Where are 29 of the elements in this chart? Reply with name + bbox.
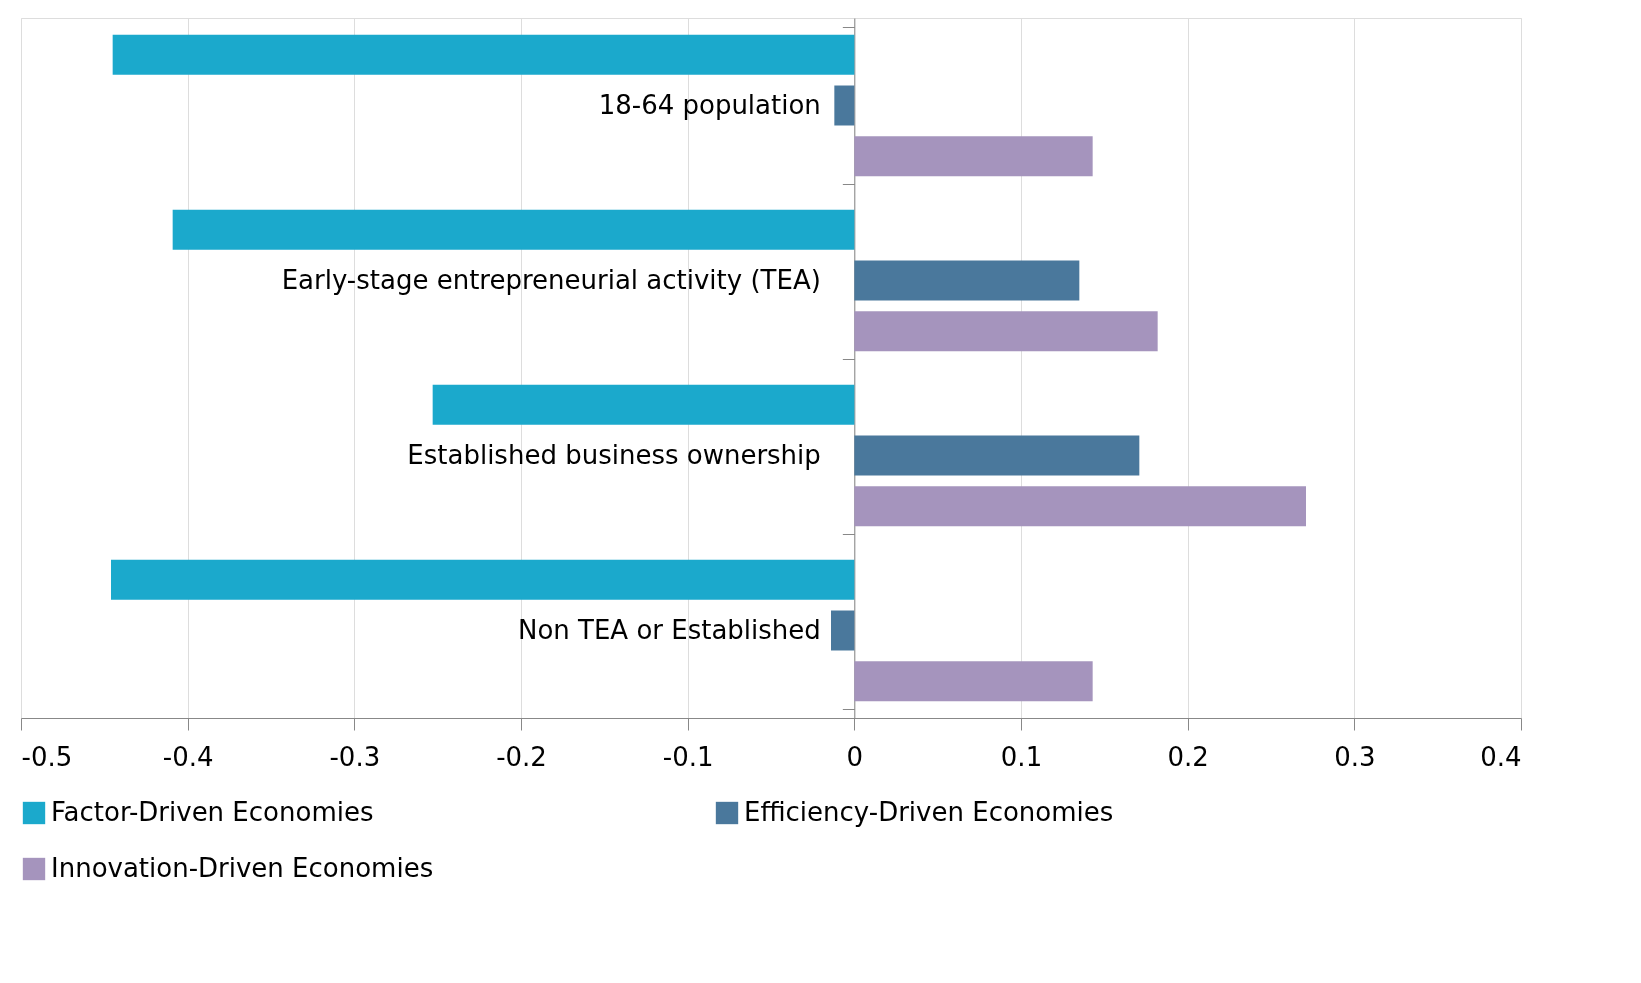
legend-label: Innovation-Driven Economies (51, 853, 434, 883)
bar (854, 435, 1140, 476)
bar (432, 384, 855, 425)
x-tick-label: -0.2 (496, 741, 547, 772)
y-tick-label: Early-stage entrepreneurial activity (TEA) (281, 265, 821, 295)
legend-label: Efficiency-Driven Economies (744, 797, 1114, 827)
bar (172, 209, 855, 250)
y-tick-label: Non TEA or Established (517, 615, 821, 645)
y-tick-label: Established business ownership (407, 440, 821, 470)
x-tick-label: -0.3 (329, 741, 381, 772)
bar (854, 260, 1080, 301)
x-tick-label: -0.1 (662, 741, 714, 772)
x-tick-label: 0.4 (1480, 741, 1522, 772)
bar (854, 311, 1158, 352)
y-tick-label: 18-64 population (598, 90, 821, 120)
bar (854, 486, 1306, 527)
bar (112, 34, 855, 75)
bar (854, 136, 1093, 177)
x-tick-label: -0.4 (162, 741, 214, 772)
x-tick-label: 0.3 (1334, 741, 1376, 772)
bar (854, 661, 1093, 702)
bar (834, 85, 855, 126)
x-tick-label: 0.1 (1000, 741, 1043, 772)
x-tick-label: -0.5 (21, 741, 73, 772)
legend-label: Factor-Driven Economies (51, 797, 374, 827)
bar (831, 610, 855, 651)
bar (111, 559, 855, 600)
x-tick-label: 0 (846, 741, 864, 772)
x-tick-label: 0.2 (1167, 741, 1209, 772)
